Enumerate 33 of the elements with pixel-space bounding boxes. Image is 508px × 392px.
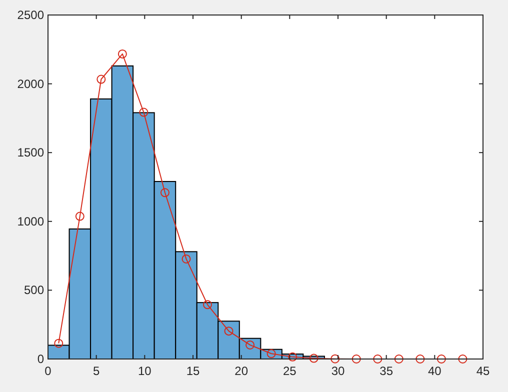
- y-tick-label: 1500: [17, 146, 44, 160]
- point: [373, 354, 382, 364]
- y-tick-label: 1000: [17, 214, 44, 228]
- y-tick-label: 0: [37, 352, 44, 366]
- x-tick-label: 10: [138, 364, 152, 378]
- point: [436, 354, 446, 364]
- x-tick-label: 45: [476, 364, 490, 378]
- point: [458, 354, 468, 364]
- point: [160, 188, 170, 198]
- point: [182, 254, 191, 264]
- point: [309, 354, 318, 363]
- y-tick-label: 500: [24, 283, 44, 298]
- x-tick-label: 15: [186, 364, 200, 378]
- point: [224, 326, 234, 336]
- point: [288, 352, 298, 362]
- x-tick-label: 30: [331, 364, 345, 378]
- point: [54, 338, 64, 348]
- point: [352, 354, 361, 364]
- point: [139, 108, 148, 117]
- point: [96, 74, 106, 84]
- y-tick-label: 2500: [17, 8, 44, 22]
- y-tick-label: 2000: [17, 76, 44, 91]
- x-tick-label: 40: [428, 364, 442, 378]
- point: [330, 354, 340, 364]
- x-tick-label: 5: [92, 364, 100, 378]
- x-tick-label: 20: [234, 364, 248, 378]
- x-tick-label: 25: [282, 364, 297, 378]
- x-tick-label: 35: [380, 364, 394, 378]
- point: [203, 300, 212, 310]
- point: [75, 212, 84, 221]
- point: [394, 354, 404, 364]
- point: [416, 354, 425, 364]
- point: [118, 49, 127, 58]
